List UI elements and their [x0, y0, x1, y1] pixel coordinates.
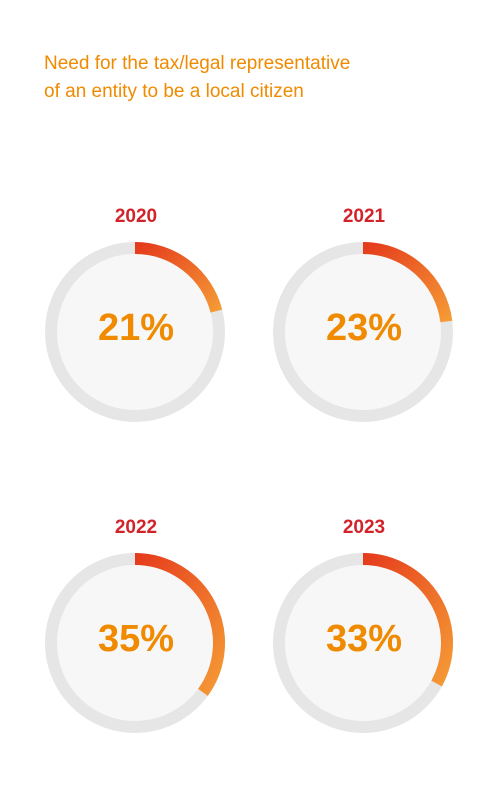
donut-inner-fill — [285, 565, 441, 721]
donut-inner-fill — [285, 254, 441, 410]
percentage-label: 21% — [97, 307, 175, 349]
donut-value-arc — [134, 242, 223, 313]
donut-inner-fill — [57, 254, 213, 410]
chart-title: Need for the tax/legal representative of… — [44, 50, 464, 106]
year-label: 2021 — [342, 206, 386, 227]
year-label: 2023 — [342, 517, 386, 538]
year-label: 2022 — [114, 517, 158, 538]
year-label: 2020 — [114, 206, 158, 227]
donut-value-arc — [134, 553, 225, 696]
percentage-label: 35% — [97, 618, 175, 660]
chart-title-line-1: Need for the tax/legal representative — [44, 53, 351, 74]
donut-ring — [273, 242, 453, 422]
chart-title-line-2: of an entity to be a local citizen — [44, 81, 304, 102]
donut-ring — [273, 553, 453, 733]
percentage-label: 23% — [325, 307, 403, 349]
donut-inner-fill — [57, 565, 213, 721]
donut-ring — [45, 553, 225, 733]
donut-value-arc — [362, 242, 453, 323]
donut-value-arc — [362, 553, 453, 687]
donut-ring — [45, 242, 225, 422]
percentage-label: 33% — [325, 618, 403, 660]
